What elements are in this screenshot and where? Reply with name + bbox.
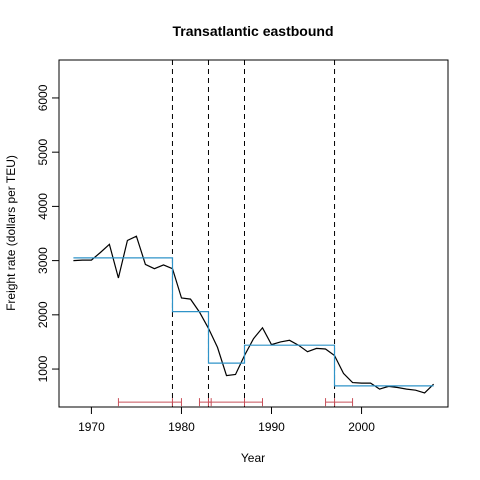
x-tick-label: 1980: [168, 420, 195, 434]
x-axis-label: Year: [241, 451, 265, 465]
y-tick-label: 3000: [36, 247, 50, 274]
x-axis: 1970 1980 1990 2000: [78, 407, 375, 434]
confidence-interval-2: [207, 398, 264, 407]
y-axis-label: Freight rate (dollars per TEU): [4, 155, 18, 311]
confidence-interval-0: [117, 398, 182, 407]
plot-marks: [73, 60, 435, 407]
confidence-interval-3: [325, 398, 354, 407]
series-line-0: [73, 235, 435, 394]
series-line-1: [73, 257, 434, 387]
x-tick-label: 1990: [258, 420, 285, 434]
y-tick-label: 6000: [36, 84, 50, 111]
y-tick-label: 1000: [36, 355, 50, 382]
y-tick-label: 5000: [36, 139, 50, 166]
y-tick-label: 2000: [36, 301, 50, 328]
plot-frame: [58, 59, 449, 408]
x-tick-label: 1970: [78, 420, 105, 434]
y-axis: 1000 2000 3000 4000 5000 6000: [36, 84, 59, 382]
y-tick-label: 4000: [36, 193, 50, 220]
x-tick-label: 2000: [348, 420, 375, 434]
chart-title: Transatlantic eastbound: [172, 23, 333, 39]
